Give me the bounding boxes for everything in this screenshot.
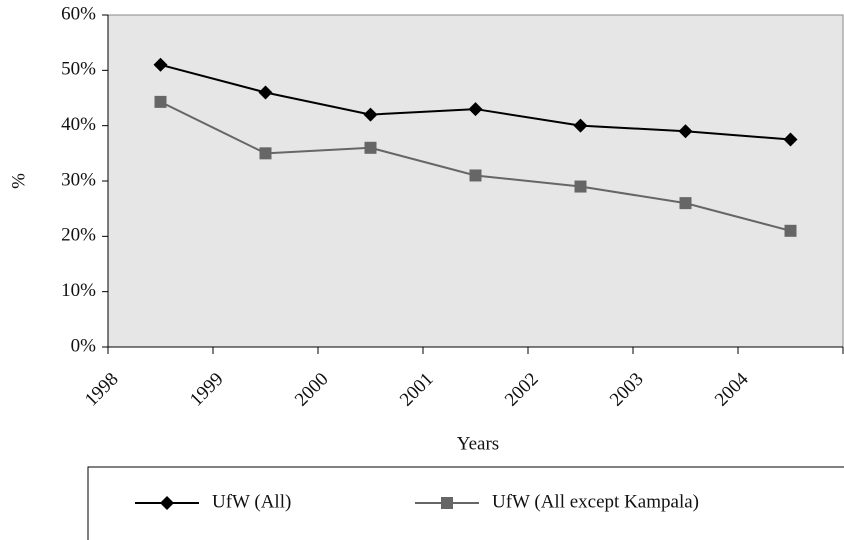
y-tick-label: 0% — [71, 335, 97, 356]
y-tick-label: 20% — [61, 225, 96, 246]
x-axis-label: Years — [457, 433, 499, 454]
y-tick-label: 30% — [61, 169, 96, 190]
marker — [783, 132, 798, 147]
x-tick-label: 2003 — [606, 369, 648, 411]
x-tick-label: 1999 — [186, 369, 228, 411]
legend-marker — [160, 496, 174, 510]
marker — [258, 85, 273, 100]
y-tick-label: 40% — [61, 114, 96, 135]
marker — [153, 57, 168, 72]
marker — [573, 118, 588, 133]
marker — [364, 141, 377, 154]
x-tick-label: 1998 — [81, 369, 123, 411]
y-tick-label: 10% — [61, 280, 96, 301]
marker — [679, 197, 692, 210]
legend-label: UfW (All except Kampala) — [492, 491, 699, 512]
y-tick-label: 60% — [61, 3, 96, 24]
marker — [468, 102, 483, 117]
y-axis-label: % — [8, 173, 29, 189]
marker — [154, 95, 167, 108]
legend-label: UfW (All) — [212, 491, 291, 512]
marker — [784, 224, 797, 237]
marker — [678, 124, 693, 139]
marker — [363, 107, 378, 122]
marker — [469, 169, 482, 182]
marker — [574, 180, 587, 193]
x-tick-label: 2001 — [396, 369, 438, 411]
x-tick-label: 2002 — [501, 369, 543, 411]
legend-frame — [87, 466, 844, 540]
y-tick-label: 50% — [61, 59, 96, 80]
legend-marker — [441, 497, 453, 509]
x-tick-label: 2004 — [711, 368, 753, 410]
x-tick-label: 2000 — [291, 369, 333, 411]
marker — [259, 147, 272, 160]
